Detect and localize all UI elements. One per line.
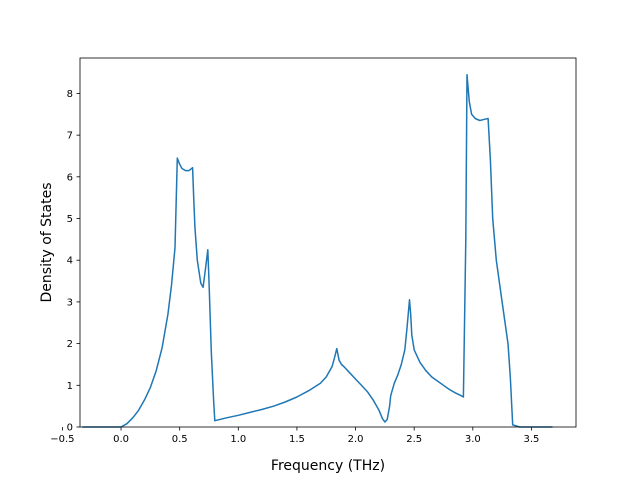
x-tick-label: 2.0 [348, 434, 364, 445]
x-tick-label: 2.5 [406, 434, 422, 445]
x-tick-label: −0.5 [50, 434, 74, 445]
ticks-layer: −0.5 0.0 0.5 1.0 1.5 2.0 2.5 3.0 3.5 0 1 2 3 4 5 6 7 8 [50, 89, 539, 445]
y-tick-label: 6 [67, 172, 73, 183]
x-tick-label: 0.5 [172, 434, 188, 445]
y-tick-label: 4 [67, 256, 73, 267]
x-tick-label: 3.0 [465, 434, 481, 445]
y-tick-label: 7 [67, 131, 73, 142]
y-tick-label: 1 [67, 381, 73, 392]
y-tick-label: 5 [67, 214, 73, 225]
y-tick-label: 2 [67, 339, 73, 350]
y-tick-label: 8 [67, 89, 73, 100]
plot-area [80, 58, 576, 427]
x-tick-label: 0.0 [113, 434, 129, 445]
y-tick-label: 0 [67, 423, 73, 434]
y-axis-label: Density of States [39, 183, 55, 303]
x-tick-label: 1.0 [230, 434, 246, 445]
x-tick-label: 3.5 [523, 434, 539, 445]
y-tick-label: 3 [67, 297, 73, 308]
line-layer [82, 73, 553, 428]
x-axis-label: Frequency (THz) [271, 458, 385, 474]
x-tick-label: 1.5 [289, 434, 305, 445]
dos-series-line [82, 73, 553, 428]
axes-frame [79, 57, 577, 428]
